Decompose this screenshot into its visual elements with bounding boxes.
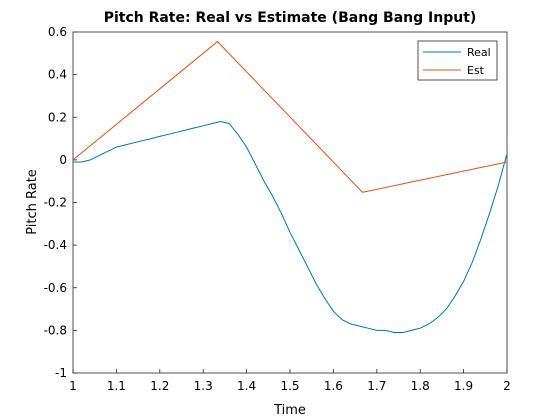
- legend-box: [417, 40, 498, 81]
- x-tick-label: 1.5: [280, 379, 299, 393]
- legend-label-est: Est: [467, 64, 485, 77]
- x-tick-label: 1.2: [150, 379, 169, 393]
- x-axis-ticks: 1 1.1 1.2 1.3 1.4 1.5 1.6 1.7 1.8 1.9 2: [69, 369, 511, 393]
- y-tick-label: -0.8: [44, 323, 67, 337]
- series-group: [72, 40, 508, 333]
- x-axis-label: Time: [273, 403, 306, 418]
- x-tick-label: 1: [69, 379, 77, 393]
- series-line-est: [72, 40, 508, 193]
- y-tick-label: -0.4: [44, 238, 67, 252]
- x-tick-label: 1.6: [324, 379, 343, 393]
- y-tick-label: -1: [55, 366, 67, 380]
- x-tick-label: 1.4: [237, 379, 256, 393]
- y-tick-label: 0: [59, 153, 67, 167]
- y-tick-label: -0.2: [44, 196, 67, 210]
- legend-label-real: Real: [467, 46, 491, 59]
- y-tick-label: 0.6: [48, 25, 67, 39]
- chart-title: Pitch Rate: Real vs Estimate (Bang Bang …: [104, 10, 477, 26]
- x-tick-label: 1.9: [454, 379, 473, 393]
- y-tick-label: 0.2: [48, 110, 67, 124]
- y-tick-label: -0.6: [44, 281, 67, 295]
- x-tick-label: 1.8: [411, 379, 430, 393]
- y-axis-label: Pitch Rate: [25, 169, 40, 235]
- x-tick-label: 1.3: [194, 379, 213, 393]
- x-tick-label: 1.1: [107, 379, 126, 393]
- y-axis-ticks: -1 -0.8 -0.6 -0.4 -0.2 0 0.2 0.4 0.6: [44, 25, 77, 380]
- y-tick-label: 0.4: [48, 68, 67, 82]
- series-line-real: [73, 120, 508, 333]
- x-tick-label: 1.7: [367, 379, 386, 393]
- legend: Real Est: [417, 40, 498, 81]
- x-tick-label: 2: [503, 379, 511, 393]
